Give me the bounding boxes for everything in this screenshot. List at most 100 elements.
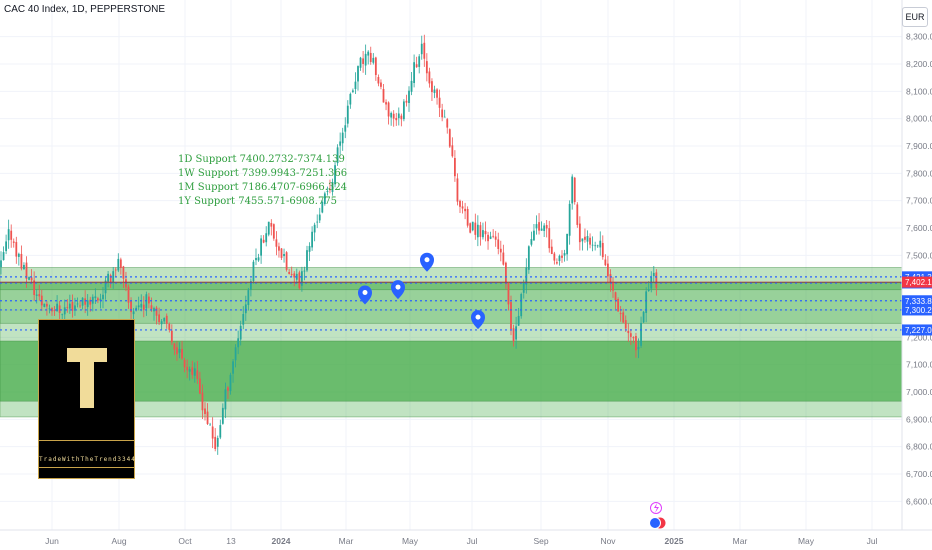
x-tick-label: 2024 [272, 536, 291, 546]
candle-body [346, 105, 349, 124]
x-tick-label: Jul [867, 536, 878, 546]
candle-body [397, 113, 400, 119]
candle-body [612, 282, 614, 291]
candle-body [135, 307, 138, 311]
y-tick-label: 6,700.0 [906, 469, 932, 479]
candle-body [247, 290, 250, 305]
candle-body [301, 271, 303, 286]
candle-body [461, 206, 464, 209]
candle-body [211, 426, 214, 439]
dividend-icon [649, 517, 661, 529]
candle-body [510, 302, 512, 329]
candle-body [448, 129, 451, 147]
candle-body [102, 294, 104, 300]
candle-body [5, 241, 7, 252]
last-price-badge [902, 276, 932, 288]
candle-body [38, 294, 41, 297]
candle-body [418, 56, 421, 67]
candle-body [591, 244, 594, 246]
lightning-glyph [654, 503, 659, 513]
candle-body [58, 305, 61, 313]
candle-body [313, 224, 316, 233]
candle-body [624, 320, 627, 329]
candle-body [114, 269, 117, 271]
candle-body [10, 230, 13, 240]
candle-body [0, 260, 2, 268]
candle-body [466, 208, 469, 226]
candle-body [586, 236, 589, 242]
candle-body [173, 343, 176, 350]
candle-body [25, 262, 28, 279]
candle-body [492, 235, 495, 237]
candle-body [443, 116, 446, 118]
candle-body [326, 190, 329, 192]
candle-body [257, 257, 260, 261]
candle-body [594, 245, 597, 247]
candle-body [517, 315, 520, 326]
candle-body [142, 304, 145, 310]
candle-body [280, 248, 283, 258]
event-marker-icon [471, 310, 486, 330]
candle-body [178, 348, 181, 353]
candle-body [336, 147, 339, 164]
candle-body [170, 330, 173, 343]
candle-body [15, 242, 18, 257]
candle-body [589, 237, 591, 245]
candle-body [199, 378, 201, 394]
candle-body [214, 436, 217, 450]
candle-body [86, 300, 89, 308]
candle-body [148, 296, 150, 304]
y-tick-label: 6,900.0 [906, 414, 932, 424]
candle-body [7, 229, 10, 241]
candle-body [132, 311, 135, 315]
candle-body [255, 257, 257, 261]
candle-body [476, 224, 479, 238]
candle-body [627, 330, 630, 334]
x-tick-label: Jun [45, 536, 59, 546]
candle-body [91, 296, 94, 304]
candle-body [68, 303, 71, 309]
candle-body [607, 263, 609, 277]
candle-body [617, 299, 619, 312]
x-tick-label: Sep [533, 536, 548, 546]
candle-body [530, 239, 533, 245]
candle-body [344, 125, 347, 132]
candle-body [66, 306, 69, 308]
support-label-1w: 1W Support 7399.9943-7251.366 [178, 168, 348, 179]
candle-body [267, 221, 270, 235]
candle-body [349, 93, 352, 105]
candle-body [227, 387, 229, 391]
candle-body [221, 407, 224, 424]
candle-body [438, 97, 441, 108]
candle-body [425, 61, 428, 74]
candle-body [97, 298, 99, 301]
candle-body [283, 254, 285, 257]
candle-body [553, 253, 556, 261]
candle-body [637, 347, 640, 350]
candle-body [635, 336, 637, 351]
candle-body [288, 271, 291, 274]
candle-body [456, 178, 459, 202]
candle-body [367, 51, 370, 56]
candle-body [117, 258, 120, 271]
candle-body [239, 325, 242, 340]
candle-body [204, 408, 206, 414]
candle-body [48, 308, 51, 310]
candle-body [533, 230, 535, 241]
candle-body [168, 323, 171, 330]
candle-body [405, 100, 408, 103]
currency-button[interactable]: EUR [902, 7, 928, 27]
candle-body [224, 389, 227, 410]
candle-body [436, 89, 438, 98]
candle-body [339, 141, 342, 146]
candle-body [265, 233, 268, 243]
candle-body [99, 298, 102, 301]
candle-body [568, 203, 571, 236]
candle-body [28, 277, 30, 280]
candle-body [165, 315, 168, 324]
candle-body [30, 277, 33, 281]
candle-body [303, 270, 306, 272]
candle-body [459, 200, 461, 207]
candle-body [556, 262, 558, 264]
